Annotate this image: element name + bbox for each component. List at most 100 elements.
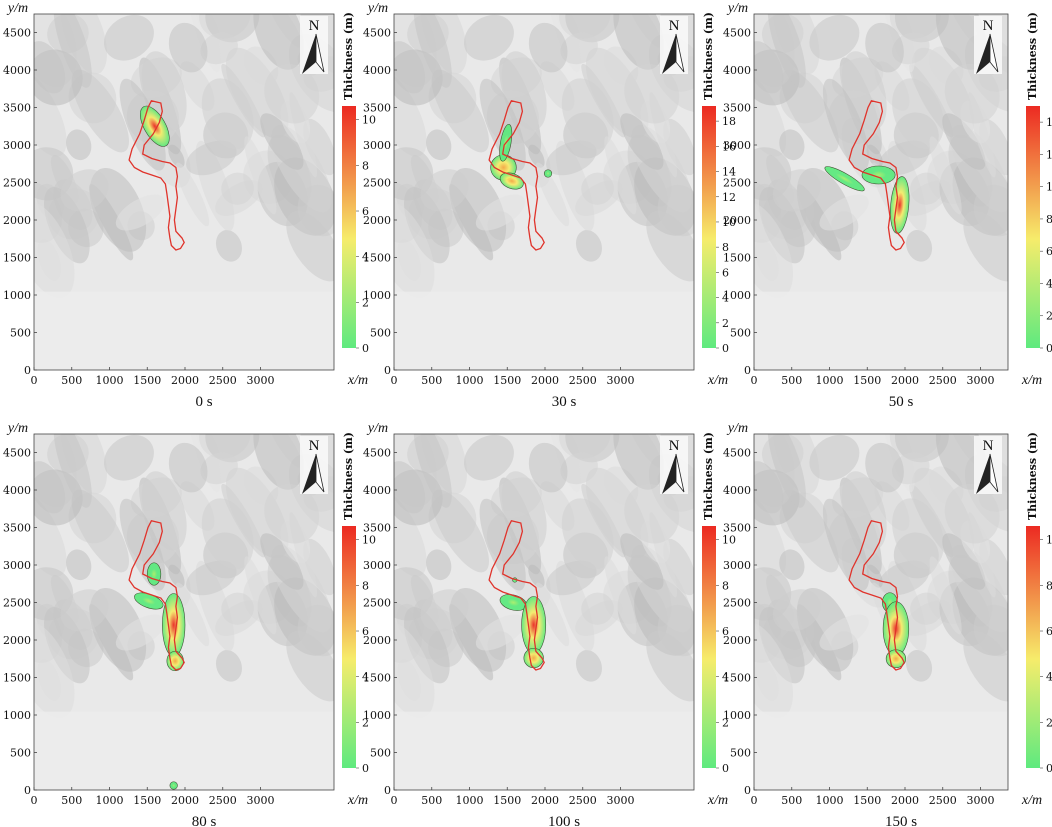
landslide-boundary [128,100,185,251]
colorbar-tick-label: 0 [722,342,729,355]
terrain-ridge [560,452,598,485]
y-tick-label: 2000 [723,634,751,647]
north-arrow-icon [302,34,316,74]
colorbar-tick-label: 14 [722,166,736,179]
colorbar-tick-label: 8 [722,241,729,254]
north-arrow-icon [976,454,990,494]
colorbar-tick-label: 2 [722,317,729,330]
x-tick-label: 0 [391,374,398,387]
y-tick-label: 1000 [723,709,751,722]
terrain-ridge [303,118,334,176]
terrain-ridge [528,144,545,168]
x-tick-label: 1000 [456,794,484,807]
terrain-ridge [201,498,254,570]
terrain-ridge [754,67,787,157]
terrain-ridge [394,41,426,94]
x-tick-label: 3000 [247,794,275,807]
y-tick-label: 3500 [363,102,391,115]
terrain-ridge [53,14,92,88]
terrain-ridge [892,498,944,570]
terrain-ridge [779,549,805,581]
north-arrow-icon [675,33,685,73]
colorbar-tick-label: 8 [362,159,369,172]
north-label: N [309,18,320,34]
terrain-ridge [581,172,614,205]
colorbar-tick-label: 2 [1046,310,1052,323]
north-label: N [669,18,680,34]
terrain-ridge [463,434,514,481]
flow-mass [861,165,896,185]
terrain-ridge [809,434,860,481]
terrain-ridge [253,14,304,70]
terrain-ridge [866,564,883,588]
colorbar [1026,106,1040,348]
x-tick-label: 1500 [853,374,881,387]
x-tick-label: 1500 [493,374,521,387]
y-tick-label: 4000 [363,64,391,77]
terrain-ridge [168,22,208,73]
terrain-ridge [604,136,637,215]
y-tick-label: 500 [370,747,391,760]
colorbar-tick-label: 6 [362,625,369,638]
terrain-ridge [34,621,75,719]
colorbar-tick-label: 0 [362,762,369,775]
x-tick-label: 0 [751,374,758,387]
axes-frame [753,13,1009,371]
colorbar-tick-label: 2 [1046,716,1052,729]
terrain-ridge [463,14,514,61]
terrain-ridge [546,560,597,596]
terrain-ridge [528,22,568,73]
x-axis-label: x/m [1021,373,1042,388]
terrain-ridge [866,144,883,168]
y-tick-label: 4500 [363,447,391,460]
y-tick-label: 4500 [723,27,751,40]
x-tick-label: 2500 [569,794,597,807]
x-axis-label: x/m [707,373,728,388]
north-arrow-icon [315,453,325,493]
terrain-ridge [565,434,620,463]
terrain-ridge [754,41,784,94]
terrain-ridge [44,186,90,264]
landslide-boundary [128,520,185,671]
terrain-ridge [575,230,602,262]
y-tick-label: 2500 [363,597,391,610]
terrain-ridge [53,434,92,508]
plot-area [754,14,1008,370]
y-tick-label: 500 [10,747,31,760]
terrain-ridge [286,630,334,702]
x-tick-label: 3000 [967,794,995,807]
colorbar-tick-label: 4 [722,671,729,684]
colorbar-title: Thickness (m) [342,12,355,100]
x-tick-label: 1500 [133,794,161,807]
x-tick-label: 0 [31,794,38,807]
x-tick-label: 0 [391,794,398,807]
terrain-ridge [963,210,1008,282]
x-tick-label: 500 [781,374,802,387]
terrain-ridge [205,434,260,463]
terrain-ridge [910,592,943,625]
terrain-ridge [60,169,109,212]
landslide-boundary [488,100,545,251]
terrain-ridge [34,147,74,201]
terrain-ridge [394,621,435,719]
terrain-ridge [935,434,987,490]
y-tick-label: 4500 [3,27,31,40]
x-tick-label: 500 [421,374,442,387]
y-tick-label: 2000 [363,634,391,647]
colorbar-tick-label: 8 [1046,579,1052,592]
terrain-ridge [535,162,570,227]
y-tick-label: 4500 [363,27,391,40]
x-tick-label: 3000 [607,794,635,807]
colorbar-tick-label: 8 [362,579,369,592]
terrain-ridge [822,498,870,591]
panel-0: N 0 500 1000 1500 2000 2500 3000 3500 4000 4500 0 50… [3,1,376,410]
terrain-ridge [565,14,620,43]
panel-time-label: 50 s [889,394,914,410]
colorbar-tick-label: 10 [722,216,736,229]
colorbar [702,106,716,348]
x-tick-label: 1500 [493,794,521,807]
colorbar-title: Thickness (m) [702,12,715,100]
terrain-ridge [215,230,242,262]
terrain-ridge [663,118,694,176]
terrain-ridge [413,14,452,88]
